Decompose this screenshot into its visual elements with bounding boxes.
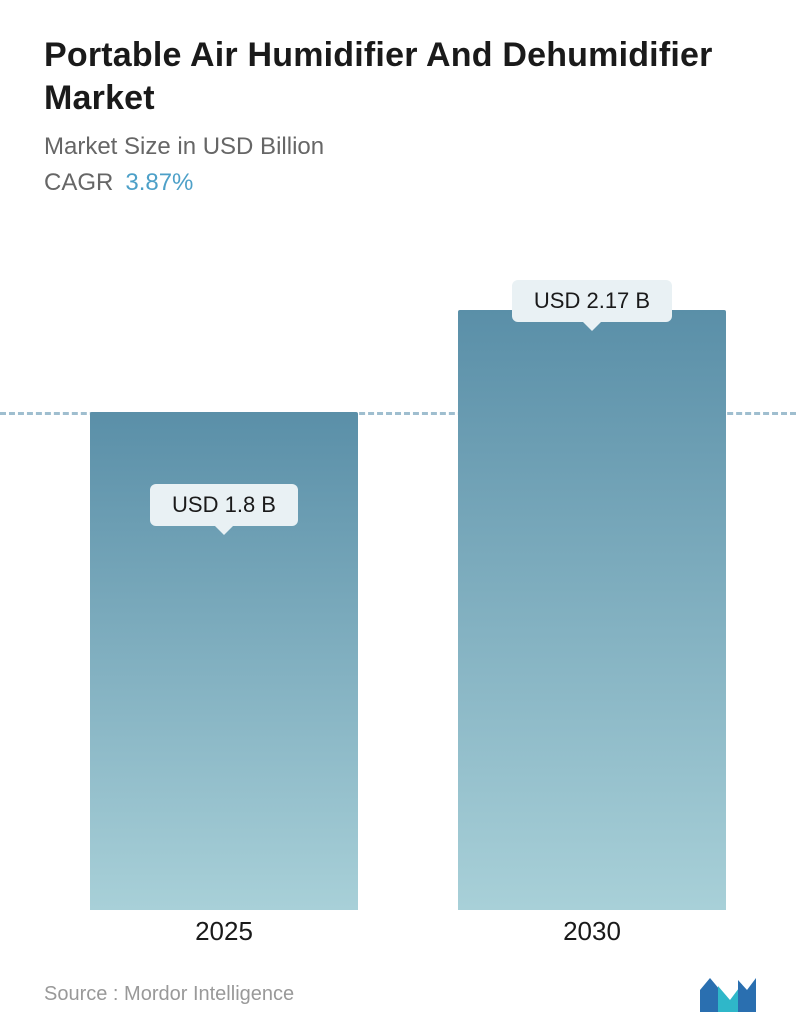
bar-2030	[458, 310, 726, 910]
value-pill-2025: USD 1.8 B	[150, 484, 298, 526]
chart-subtitle: Market Size in USD Billion	[44, 133, 756, 161]
bars-container: USD 1.8 B USD 2.17 B	[90, 270, 726, 910]
bar-group-2030: USD 2.17 B	[458, 310, 726, 910]
cagr-line: CAGR 3.87%	[44, 169, 756, 197]
cagr-label: CAGR	[44, 169, 113, 197]
value-pill-2030: USD 2.17 B	[512, 280, 672, 322]
chart-footer: Source : Mordor Intelligence	[44, 976, 756, 1012]
x-label-2030: 2030	[458, 916, 726, 947]
cagr-value: 3.87%	[125, 169, 193, 197]
chart-title: Portable Air Humidifier And Dehumidifier…	[44, 34, 756, 119]
x-axis-labels: 2025 2030	[90, 916, 726, 947]
market-chart-card: Portable Air Humidifier And Dehumidifier…	[0, 0, 796, 1034]
brand-logo-icon	[700, 976, 756, 1012]
x-label-2025: 2025	[90, 916, 358, 947]
bar-group-2025: USD 1.8 B	[90, 412, 358, 910]
source-text: Source : Mordor Intelligence	[44, 983, 294, 1006]
chart-area: USD 1.8 B USD 2.17 B	[0, 270, 796, 910]
